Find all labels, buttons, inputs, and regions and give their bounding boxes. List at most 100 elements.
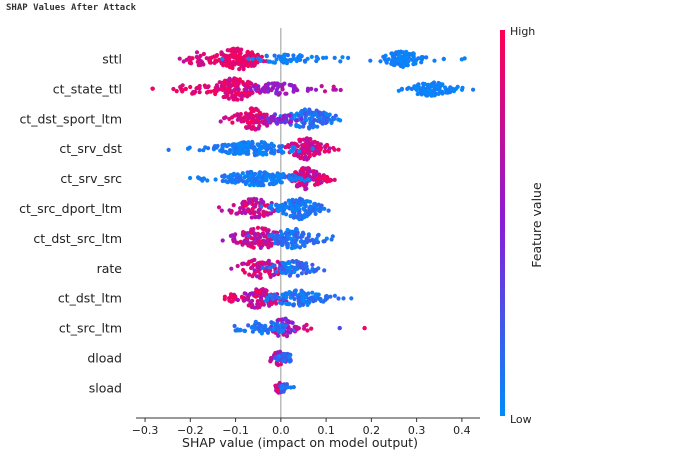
shap-point: [362, 325, 367, 331]
shap-point: [283, 91, 288, 96]
shap-point: [241, 298, 246, 303]
shap-point: [274, 362, 280, 367]
shap-point: [279, 389, 284, 394]
shap-point: [222, 142, 227, 147]
shap-point: [253, 215, 258, 220]
shap-point: [337, 325, 342, 331]
shap-point: [271, 264, 276, 269]
shap-point: [295, 273, 300, 278]
shap-point: [220, 174, 225, 179]
shap-point: [281, 113, 286, 119]
shap-point: [287, 173, 292, 178]
shap-point: [235, 263, 240, 269]
shap-point: [305, 302, 310, 307]
shap-point: [252, 107, 257, 112]
shap-point: [239, 93, 244, 98]
shap-point: [303, 166, 308, 171]
shap-point: [214, 84, 220, 89]
shap-point: [308, 205, 313, 210]
shap-point: [315, 233, 321, 238]
shap-point: [306, 177, 311, 182]
shap-point: [289, 141, 294, 146]
shap-point: [230, 60, 235, 65]
shap-point: [328, 294, 333, 299]
shap-point: [264, 173, 269, 179]
shap-point: [307, 269, 312, 274]
shap-point: [219, 208, 224, 213]
feature-label: rate: [97, 261, 123, 276]
x-tick-label: 0.0: [272, 424, 290, 437]
x-tick-label: −0.2: [177, 424, 204, 437]
shap-point: [243, 291, 248, 296]
shap-point: [256, 326, 261, 331]
shap-point: [274, 269, 279, 274]
shap-point: [332, 116, 337, 121]
shap-point: [250, 206, 255, 211]
shap-point: [239, 118, 245, 124]
shap-point: [415, 83, 420, 88]
shap-point: [250, 265, 255, 270]
shap-point: [244, 179, 249, 184]
shap-point: [305, 86, 311, 91]
shap-point: [297, 303, 302, 308]
shap-point: [218, 119, 223, 124]
shap-point: [305, 143, 310, 148]
shap-point: [315, 56, 321, 61]
shap-point: [277, 354, 282, 359]
shap-point: [384, 60, 389, 65]
shap-point: [230, 89, 235, 94]
shap-point: [393, 51, 398, 56]
shap-point: [301, 231, 306, 237]
shap-point: [223, 94, 228, 99]
shap-point: [253, 294, 258, 299]
shap-point: [232, 54, 237, 59]
shap-point: [226, 96, 231, 101]
shap-point: [290, 320, 295, 325]
shap-point: [324, 55, 329, 60]
shap-point: [266, 258, 271, 263]
shap-point: [225, 180, 230, 185]
shap-point: [248, 291, 253, 296]
shap-point: [368, 58, 373, 63]
shap-point: [250, 56, 255, 62]
shap-point: [269, 295, 274, 300]
shap-point: [309, 110, 314, 115]
shap-point: [317, 151, 322, 156]
shap-point: [302, 149, 307, 154]
feature-label: sttl: [102, 52, 122, 67]
shap-point: [287, 120, 292, 125]
shap-point: [319, 180, 324, 185]
shap-point: [291, 303, 296, 308]
shap-point: [288, 265, 293, 270]
shap-point: [336, 296, 341, 301]
shap-point: [303, 203, 308, 209]
shap-point: [229, 266, 234, 271]
shap-point: [301, 142, 306, 147]
shap-point: [432, 58, 437, 63]
shap-point: [237, 209, 242, 214]
shap-point: [309, 86, 314, 91]
shap-point: [267, 119, 272, 125]
shap-point: [189, 61, 194, 66]
shap-point: [220, 178, 225, 184]
shap-point: [256, 269, 261, 274]
shap-point: [340, 55, 345, 60]
shap-point: [183, 86, 188, 92]
shap-point: [443, 85, 448, 90]
shap-point: [231, 239, 236, 244]
shap-point: [270, 86, 275, 91]
shap-point: [322, 268, 327, 273]
shap-point: [266, 59, 271, 64]
shap-point: [234, 60, 239, 65]
shap-point: [287, 113, 292, 118]
shap-point: [281, 266, 286, 271]
shap-point: [275, 388, 280, 393]
shap-point: [275, 81, 280, 86]
shap-point: [316, 176, 321, 181]
shap-point: [432, 90, 437, 95]
shap-point: [302, 324, 307, 329]
feature-label: ct_state_ttl: [53, 81, 122, 96]
x-axis-title: SHAP value (impact on model output): [182, 435, 418, 450]
shap-point: [257, 289, 262, 294]
shap-point: [305, 299, 311, 304]
